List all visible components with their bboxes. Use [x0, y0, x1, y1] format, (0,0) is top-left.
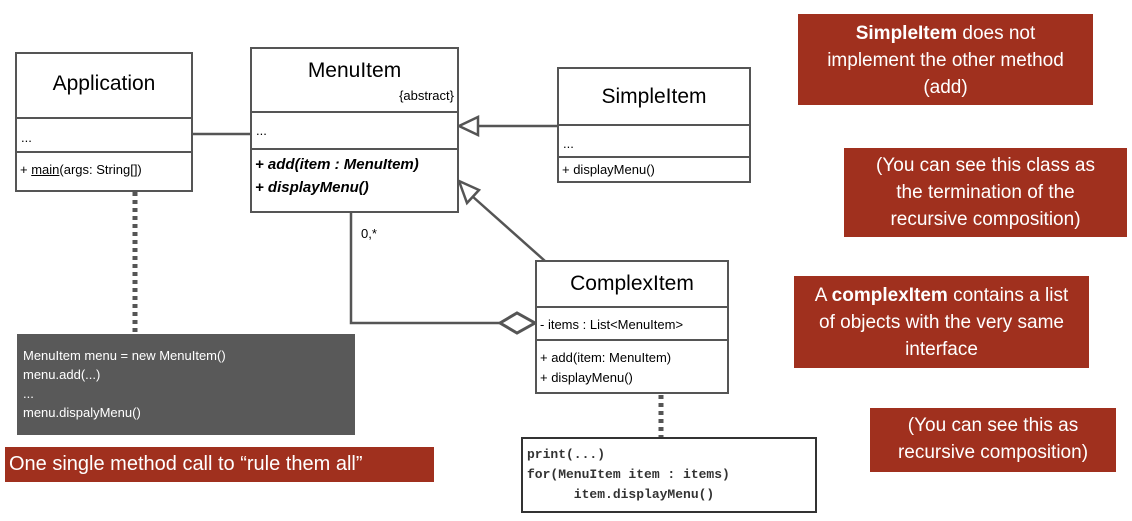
rule-them-all-text: One single method call to “rule them all…	[9, 453, 363, 475]
client-code-line: menu.dispalyMenu()	[23, 403, 349, 422]
application-methods: + main(args: String[])	[17, 151, 191, 190]
menuitem-method-display: + displayMenu()	[255, 176, 457, 199]
simpleitem-note-bold: SimpleItem	[856, 23, 957, 44]
application-method-args: (args: String[])	[59, 162, 141, 177]
simpleitem-class-name: SimpleItem	[559, 85, 749, 109]
simpleitem-attrs-text: ...	[563, 136, 574, 151]
simpleitem-attributes: ...	[559, 124, 749, 156]
simpleitem-class: SimpleItem ... + displayMenu()	[557, 67, 751, 183]
client-code-line: MenuItem menu = new MenuItem()	[23, 346, 349, 365]
complex-code-note: print(...) for(MenuItem item : items) it…	[521, 437, 817, 513]
application-attrs-text: ...	[21, 130, 32, 145]
complexitem-methods: + add(item: MenuItem) + displayMenu()	[537, 339, 727, 392]
menuitem-class: MenuItem {abstract} ... + add(item : Men…	[250, 47, 459, 213]
simple-generalization-arrowhead	[459, 117, 478, 135]
complex-code-line: print(...)	[527, 445, 815, 465]
application-method-prefix: +	[20, 162, 31, 177]
client-code-note: MenuItem menu = new MenuItem() menu.add(…	[17, 334, 355, 435]
simpleitem-method-display: + displayMenu()	[562, 162, 655, 177]
application-attributes: ...	[17, 117, 191, 151]
complex-generalization-line	[472, 196, 545, 261]
complexitem-note-bold: complexItem	[832, 285, 948, 306]
complex-code-line: for(MenuItem item : items)	[527, 465, 815, 485]
rule-them-all-note: One single method call to “rule them all…	[5, 447, 434, 482]
complex-code-line: item.displayMenu()	[527, 485, 815, 505]
complexitem-attrs-text: - items : List<MenuItem>	[540, 317, 683, 332]
menuitem-class-name: MenuItem	[252, 59, 457, 83]
complexitem-note: A complexItem contains a list of objects…	[794, 276, 1089, 368]
termination-note-text: (You can see this class as the terminati…	[876, 155, 1095, 230]
menuitem-method-add: + add(item : MenuItem)	[255, 153, 457, 176]
multiplicity-label: 0,*	[361, 226, 377, 241]
menuitem-attrs-text: ...	[256, 123, 267, 138]
simpleitem-note: SimpleItem does not implement the other …	[798, 14, 1093, 105]
client-code-line: ...	[23, 384, 349, 403]
application-main-method: main	[31, 162, 59, 177]
application-class-name: Application	[17, 72, 191, 96]
complexitem-class-name: ComplexItem	[537, 272, 727, 296]
recursive-note: (You can see this as recursive compositi…	[870, 408, 1116, 472]
complexitem-attributes: - items : List<MenuItem>	[537, 306, 727, 339]
aggregation-diamond	[500, 313, 535, 333]
simpleitem-methods: + displayMenu()	[559, 156, 749, 181]
complexitem-note-prefix: A	[815, 285, 832, 306]
complexitem-method-add: + add(item: MenuItem)	[540, 348, 727, 368]
complexitem-method-display: + displayMenu()	[540, 368, 727, 388]
complexitem-class: ComplexItem - items : List<MenuItem> + a…	[535, 260, 729, 394]
menuitem-methods: + add(item : MenuItem) + displayMenu()	[252, 148, 457, 211]
recursive-note-text: (You can see this as recursive compositi…	[898, 415, 1088, 463]
menuitem-stereotype: {abstract}	[252, 88, 457, 103]
menuitem-attributes: ...	[252, 111, 457, 148]
application-class: Application ... + main(args: String[])	[15, 52, 193, 192]
termination-note: (You can see this class as the terminati…	[844, 148, 1127, 237]
client-code-line: menu.add(...)	[23, 365, 349, 384]
